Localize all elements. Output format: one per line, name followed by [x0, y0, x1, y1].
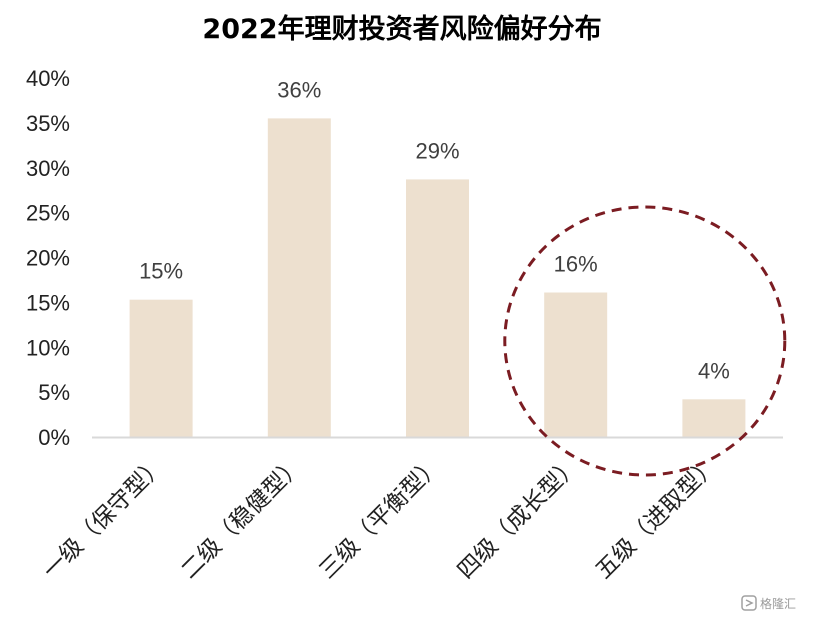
data-label: 4%: [698, 358, 730, 383]
y-tick-label: 35%: [26, 111, 70, 136]
x-tick-label: 四级（成长型）: [453, 452, 585, 584]
y-axis: 0% 5% 10% 15% 20% 25% 30% 35% 40%: [26, 66, 70, 450]
y-tick-label: 30%: [26, 156, 70, 181]
bar: [682, 399, 746, 437]
x-tick-label: 一级（保守型）: [38, 452, 170, 584]
y-tick-label: 10%: [26, 335, 70, 360]
gelonghui-logo-icon: [741, 595, 757, 611]
y-tick-label: 15%: [26, 290, 70, 315]
x-tick-label: 五级（进取型）: [591, 452, 723, 584]
y-tick-label: 0%: [38, 425, 70, 450]
bar: [406, 179, 469, 438]
data-label: 15%: [139, 259, 183, 284]
highlight-circle: [503, 205, 787, 477]
chart-title: 2022年理财投资者风险偏好分布: [202, 13, 601, 45]
y-tick-label: 40%: [26, 66, 70, 91]
bar: [129, 299, 193, 437]
y-tick-label: 20%: [26, 246, 70, 271]
x-tick-label: 三级（平衡型）: [315, 452, 447, 584]
data-label: 29%: [415, 138, 459, 163]
data-labels: 15% 36% 29% 16% 4%: [139, 77, 730, 383]
watermark: 格隆汇: [741, 595, 796, 611]
data-label: 36%: [277, 77, 321, 102]
y-tick-label: 5%: [38, 380, 70, 405]
data-label: 16%: [554, 252, 598, 277]
y-tick-label: 25%: [26, 201, 70, 226]
watermark-text: 格隆汇: [760, 596, 796, 611]
bar: [267, 118, 331, 437]
bars: [129, 118, 746, 438]
x-tick-label: 二级（稳健型）: [176, 452, 308, 584]
bar: [544, 292, 608, 437]
